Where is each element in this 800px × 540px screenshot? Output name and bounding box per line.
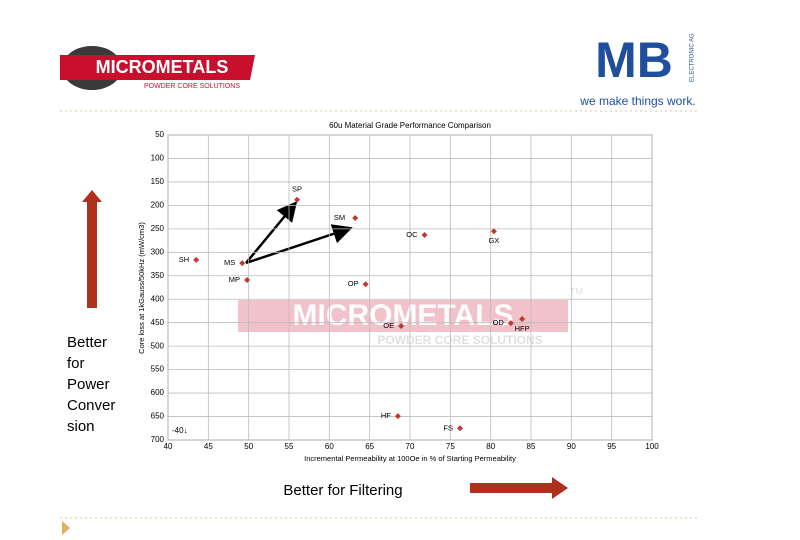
y-tick-label: 50 [155,130,164,139]
x-tick-label: 85 [527,442,536,451]
side-note: Better for Power Conver sion [67,334,115,435]
y-tick-label: 550 [151,365,165,374]
point-label: MS [224,258,235,267]
point-label: OD [493,318,505,327]
bottom-note: Better for Filtering [283,482,402,499]
point [352,215,359,222]
x-tick-label: 40 [164,442,173,451]
arrow [245,201,298,264]
bullet [62,521,70,535]
watermark-subtitle: POWDER CORE SOLUTIONS [377,333,542,347]
x-tick-label: 80 [486,442,495,451]
x-tick-label: 65 [365,442,374,451]
watermark-tm: TM [570,286,583,296]
point [239,260,246,267]
point-label: HF [381,411,391,420]
point [193,256,200,263]
side-note-line: Conver [67,397,115,414]
point-label: SP [292,185,302,194]
logo-side: ELECTRONIC AG [690,33,696,82]
y-tick-label: 100 [151,154,165,163]
side-note-line: for [67,355,85,372]
point [421,231,428,238]
point [507,320,514,327]
side-note-line: Better [67,334,107,351]
annotation: -40↓ [172,426,188,435]
y-tick-label: 150 [151,177,165,186]
y-tick-label: 450 [151,318,165,327]
x-tick-label: 75 [446,442,455,451]
x-axis-label: Incremental Permeability at 100Oe in % o… [304,454,516,463]
tagline: we make things work. [579,94,695,108]
x-tick-label: 50 [244,442,253,451]
point [294,196,301,203]
up-arrow [82,190,102,308]
point-label: OC [406,230,418,239]
y-tick-label: 300 [151,247,165,256]
y-tick-label: 700 [151,435,165,444]
y-tick-label: 250 [151,224,165,233]
x-tick-label: 100 [645,442,659,451]
y-tick-label: 400 [151,294,165,303]
x-tick-label: 45 [204,442,213,451]
y-tick-label: 500 [151,341,165,350]
y-axis-label: Core loss at 1kGauss/50kHz (mW/cm3) [137,222,146,354]
side-note-line: sion [67,418,95,435]
point-label: SH [179,255,189,264]
y-tick-label: 200 [151,200,165,209]
point-label: OP [348,279,359,288]
point-label: GX [488,236,499,245]
logo-subtext: POWDER CORE SOLUTIONS [144,83,240,90]
y-tick-label: 650 [151,412,165,421]
point [394,413,401,420]
x-tick-label: 55 [285,442,294,451]
logo-text: MICROMETALS [96,57,229,77]
point [244,276,251,283]
x-tick-label: 90 [567,442,576,451]
point-label: MP [229,275,240,284]
point [519,315,526,322]
right-arrow [470,477,568,499]
point-label: HFP [515,324,530,333]
y-tick-label: 350 [151,271,165,280]
logo-right: MB ELECTRONIC AG we make things work. [579,32,695,108]
x-tick-label: 60 [325,442,334,451]
point-label: FS [443,423,453,432]
point [362,281,369,288]
x-tick-label: 95 [607,442,616,451]
point-label: OE [383,321,394,330]
point-label: SM [334,213,345,222]
chart-title: 60u Material Grade Performance Compariso… [329,121,491,130]
arrow [245,224,353,265]
side-note-line: Power [67,376,110,393]
point [457,425,464,432]
point [398,322,405,329]
point [490,228,497,235]
y-tick-label: 600 [151,388,165,397]
logo-mb: MB [595,32,673,88]
logo-left: MICROMETALS POWDER CORE SOLUTIONS [60,46,255,90]
x-tick-label: 70 [406,442,415,451]
